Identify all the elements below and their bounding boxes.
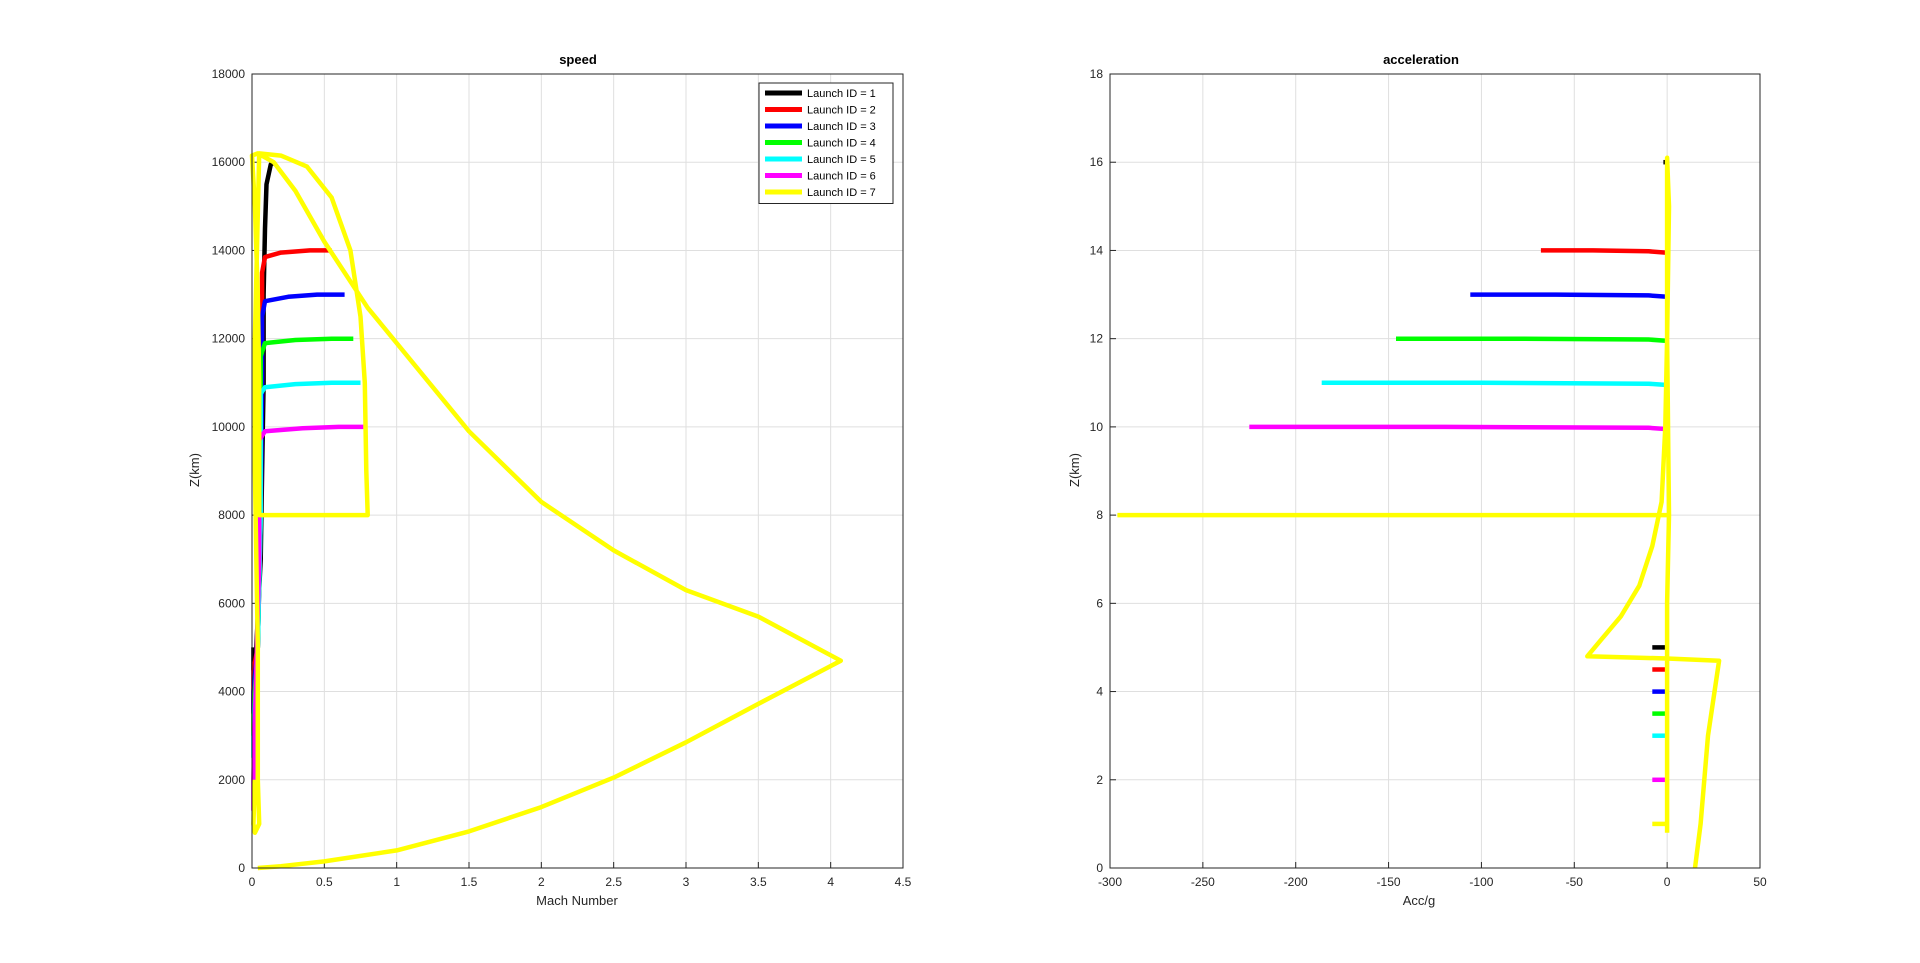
acceleration-title: acceleration [1383, 52, 1459, 67]
x-tick-label: 2 [538, 875, 545, 889]
y-tick-label: 2000 [218, 773, 245, 787]
y-tick-label: 14000 [212, 243, 246, 257]
y-tick-label: 2 [1096, 773, 1103, 787]
x-tick-label: -50 [1566, 875, 1584, 889]
x-tick-label: 50 [1753, 875, 1767, 889]
acceleration-xlabel: Acc/g [1403, 893, 1436, 908]
series-line-launch-3 [1470, 292, 1668, 300]
series-line-launch-6 [1249, 424, 1668, 432]
y-tick-label: 16000 [212, 155, 246, 169]
speed-axes: speed Mach Number Z(km) Launch ID = 1Lau… [187, 52, 912, 908]
x-tick-label: 4 [827, 875, 834, 889]
legend-entry-label: Launch ID = 6 [807, 171, 876, 183]
x-tick-label: 2.5 [605, 875, 622, 889]
legend-entry-label: Launch ID = 2 [807, 105, 876, 117]
plot-area [252, 74, 903, 868]
acceleration-axes: acceleration Acc/g Z(km) -300 -250 -200 -15… [1067, 52, 1767, 908]
speed-legend: Launch ID = 1 Launch ID = 2 Launch ID = 3 L… [758, 82, 894, 204]
x-tick-label: -100 [1469, 875, 1493, 889]
x-tick-label: -250 [1191, 875, 1215, 889]
plot-area [1110, 74, 1760, 868]
legend-entry-label: Launch ID = 1 [807, 88, 876, 100]
series-line-launch-2 [1540, 248, 1668, 255]
y-tick-label: 18 [1090, 67, 1104, 81]
y-tick-label: 12 [1090, 332, 1104, 346]
x-tick-label: 0 [1664, 875, 1671, 889]
series-line-launch-5 [1321, 380, 1668, 388]
legend-entry-label: Launch ID = 4 [807, 138, 876, 150]
y-tick-label: 4000 [218, 685, 245, 699]
x-tick-label: -150 [1377, 875, 1401, 889]
y-tick-label: 14 [1090, 243, 1104, 257]
x-tick-label: 0.5 [316, 875, 333, 889]
y-tick-label: 12000 [212, 332, 246, 346]
x-tick-label: -200 [1284, 875, 1308, 889]
y-tick-label: 18000 [212, 67, 246, 81]
speed-xlabel: Mach Number [536, 893, 618, 908]
y-tick-label: 0 [1096, 861, 1103, 875]
y-tick-label: 8 [1096, 508, 1103, 522]
x-tick-label: 0 [249, 875, 256, 889]
legend-entry-label: Launch ID = 7 [807, 187, 876, 199]
x-tick-label: 3.5 [750, 875, 767, 889]
series-line-launch-4 [1396, 336, 1668, 344]
y-tick-label: 6000 [218, 596, 245, 610]
x-tick-label: -300 [1098, 875, 1122, 889]
legend-entry-label: Launch ID = 3 [807, 121, 876, 133]
axes-box [1109, 73, 1761, 869]
x-tick-label: 1 [393, 875, 400, 889]
axes-box [251, 73, 904, 869]
y-tick-label: 6 [1096, 596, 1103, 610]
x-tick-label: 3 [683, 875, 690, 889]
y-tick-label: 4 [1096, 685, 1103, 699]
x-tick-label: 4.5 [895, 875, 912, 889]
speed-ylabel: Z(km) [187, 453, 202, 487]
y-tick-label: 16 [1090, 155, 1104, 169]
series-line-launch-7 [1585, 155, 1722, 869]
y-tick-label: 0 [238, 861, 245, 875]
speed-title: speed [559, 52, 597, 67]
legend-entry-label: Launch ID = 5 [807, 154, 876, 166]
acceleration-ylabel: Z(km) [1067, 453, 1082, 487]
y-tick-label: 8000 [218, 508, 245, 522]
series-line-launch-7 [249, 151, 844, 871]
y-tick-label: 10000 [212, 420, 246, 434]
x-tick-label: 1.5 [461, 875, 478, 889]
y-tick-label: 10 [1090, 420, 1104, 434]
